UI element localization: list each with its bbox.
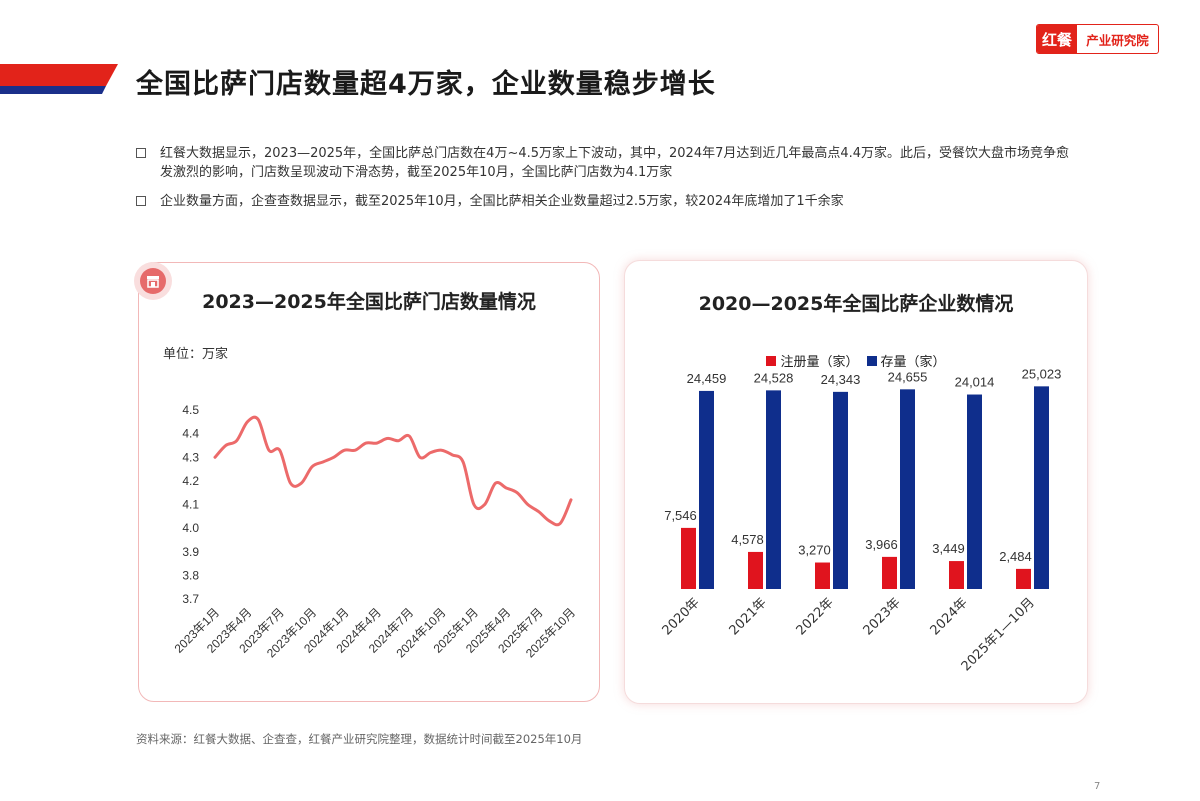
y-tick-label: 4.2: [182, 474, 199, 488]
data-label: 4,578: [731, 532, 764, 547]
logo-mark: 红餐: [1037, 25, 1077, 53]
logo-text: 产业研究院: [1086, 32, 1149, 48]
bar-registered: [748, 551, 763, 589]
data-label: 3,270: [798, 543, 831, 558]
data-label: 2,484: [999, 549, 1032, 564]
x-category-label: 2023年: [861, 595, 904, 638]
page-number: 7: [1094, 781, 1101, 792]
bar-stock: [1034, 386, 1049, 589]
bar-registered: [949, 561, 964, 589]
bullet-square-icon: [136, 148, 146, 158]
y-tick-label: 4.5: [182, 403, 199, 417]
x-category-label: 2024年: [928, 595, 971, 638]
series-line-store-count: [213, 415, 573, 527]
data-label: 24,528: [754, 370, 794, 385]
data-label: 24,343: [821, 372, 861, 387]
bar-registered: [681, 527, 696, 589]
bar-stock: [967, 394, 982, 589]
y-tick-label: 3.7: [182, 592, 199, 606]
bar-stock: [900, 389, 915, 589]
source-note: 资料来源：红餐大数据、企查查，红餐产业研究院整理，数据统计时间截至2025年10…: [136, 732, 583, 746]
y-tick-label: 4.0: [182, 521, 199, 535]
bullet-text: 企业数量方面，企查查数据显示，截至2025年10月，全国比萨相关企业数量超过2.…: [160, 194, 844, 209]
data-label: 24,014: [955, 375, 995, 390]
bullet-square-icon: [136, 196, 146, 206]
enterprise-count-chart-card: 2020—2025年全国比萨企业数情况 注册量（家） 存量（家） 7,546 24…: [624, 260, 1088, 704]
x-category-label: 2021年: [727, 595, 770, 638]
data-label: 7,546: [664, 508, 697, 523]
bar-stock: [833, 391, 848, 589]
x-category-label: 2020年: [660, 595, 703, 638]
bullet-item: 红餐大数据显示，2023—2025年，全国比萨总门店数在4万~4.5万家上下波动…: [136, 144, 1076, 182]
store-badge-icon: [134, 262, 172, 300]
bar-registered: [1016, 568, 1031, 589]
legend-item-stock: 存量（家）: [866, 351, 946, 370]
unit-label: 单位：万家: [163, 347, 229, 362]
line-chart: 4.54.44.34.24.14.03.93.83.72023年1月2023年4…: [172, 403, 578, 660]
x-category-label: 2022年: [794, 595, 837, 638]
y-tick-label: 3.9: [182, 545, 199, 559]
data-label: 3,449: [932, 541, 965, 556]
bullet-text: 红餐大数据显示，2023—2025年，全国比萨总门店数在4万~4.5万家上下波动…: [160, 146, 1070, 180]
y-tick-label: 4.4: [182, 427, 199, 441]
legend-swatch: [866, 355, 877, 366]
legend-item-registered: 注册量（家）: [766, 351, 859, 370]
bullet-item: 企业数量方面，企查查数据显示，截至2025年10月，全国比萨相关企业数量超过2.…: [136, 192, 1076, 211]
chart-title: 2023—2025年全国比萨门店数量情况: [202, 291, 536, 313]
x-category-label: 2025年1—10月: [959, 595, 1038, 674]
y-tick-label: 4.3: [182, 450, 199, 464]
title-banner-decoration: [0, 64, 118, 94]
legend-label: 存量（家）: [880, 355, 946, 370]
bar-stock: [699, 390, 714, 589]
legend-swatch: [766, 355, 777, 366]
summary-bullets: 红餐大数据显示，2023—2025年，全国比萨总门店数在4万~4.5万家上下波动…: [136, 144, 1076, 221]
legend-label: 注册量（家）: [780, 355, 859, 370]
store-count-chart-card: 2023—2025年全国比萨门店数量情况 单位：万家 4.5 4.4 4.3 4.2 4…: [138, 262, 600, 702]
chart-title: 2020—2025年全国比萨企业数情况: [698, 293, 1014, 315]
y-tick-label: 4.1: [182, 498, 199, 512]
bar-stock: [766, 390, 781, 589]
data-label: 24,655: [888, 369, 928, 384]
data-label: 25,023: [1022, 366, 1062, 381]
page-title: 全国比萨门店数量超4万家，企业数量稳步增长: [136, 69, 716, 100]
y-tick-label: 3.8: [182, 568, 199, 582]
chart-legend: 注册量（家） 存量（家）: [625, 351, 1087, 370]
bar-registered: [882, 556, 897, 589]
data-label: 24,459: [687, 371, 727, 386]
bar-chart: 7,546 24,459 2020年 4,578 24,528 2021年 3,270 24,…: [660, 366, 1062, 674]
bar-registered: [815, 562, 830, 589]
brand-logo: 红餐 产业研究院: [1036, 24, 1159, 54]
data-label: 3,966: [865, 537, 898, 552]
